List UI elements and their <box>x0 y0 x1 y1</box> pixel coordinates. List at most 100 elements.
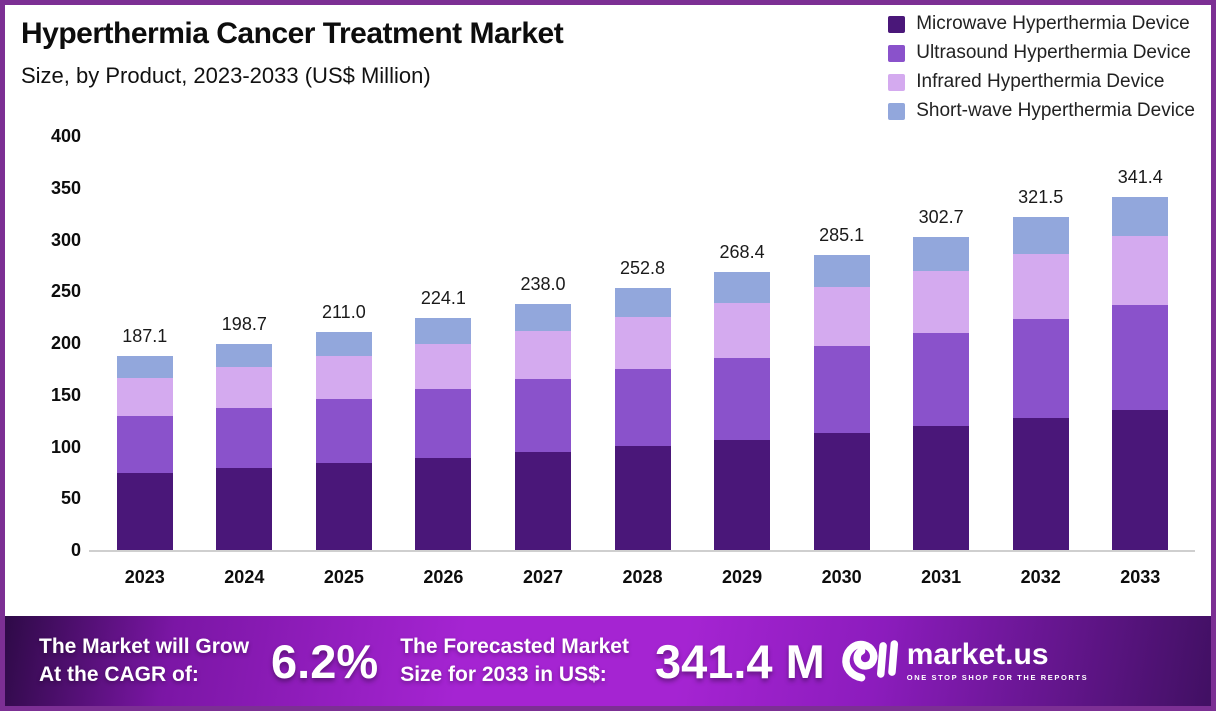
x-axis-label-2031: 2031 <box>921 567 962 587</box>
bar-total-label-2032: 321.5 <box>1018 187 1064 208</box>
bar-segment-2031-infrared <box>913 271 970 333</box>
bar-total-label-2028: 252.8 <box>619 258 666 279</box>
logo-name: market.us <box>906 638 1049 671</box>
bar-segment-2032-infrared <box>1012 253 1069 320</box>
bar-segment-2030-short-wave <box>813 254 870 288</box>
bar-segment-2028-ultrasound <box>614 368 671 447</box>
bar-segment-2026-infrared <box>415 343 472 390</box>
bar-total-label-2023: 187.1 <box>122 326 168 347</box>
bar-segment-2027-ultrasound <box>514 379 571 453</box>
bar-segment-2028-infrared <box>614 317 671 369</box>
x-axis-label-2030: 2030 <box>821 567 862 587</box>
stacked-bar-2027 <box>514 303 571 550</box>
legend-swatch-icon <box>888 73 906 91</box>
bar-total-label-2024: 198.7 <box>221 314 267 335</box>
legend-swatch-icon <box>888 102 906 120</box>
bar-segment-2023-microwave <box>116 473 173 550</box>
bar-segment-2030-ultrasound <box>813 345 870 433</box>
bar-segment-2025-infrared <box>315 355 372 399</box>
marketus-swirl-icon <box>841 633 899 690</box>
x-axis-label-2033: 2033 <box>1120 567 1161 587</box>
bar-segment-2027-short-wave <box>514 303 571 331</box>
logo-text: market.us ONE STOP SHOP FOR THE REPORTS <box>906 638 1089 683</box>
stacked-bar-2028 <box>614 288 671 550</box>
bar-segment-2031-ultrasound <box>913 332 970 426</box>
x-axis-label-2025: 2025 <box>323 567 364 587</box>
bar-segment-2029-microwave <box>714 439 771 550</box>
bar-group-2032: 321.5 <box>991 136 1091 550</box>
stacked-bar-2030 <box>813 254 870 550</box>
bar-group-2028: 252.8 <box>593 136 693 550</box>
logo-tagline: ONE STOP SHOP FOR THE REPORTS <box>906 673 1089 682</box>
bar-segment-2025-short-wave <box>315 331 372 356</box>
bar-segment-2028-microwave <box>614 446 671 550</box>
bar-segment-2031-short-wave <box>913 236 970 272</box>
bar-segment-2032-ultrasound <box>1012 319 1069 418</box>
x-axis-label-2028: 2028 <box>622 567 663 587</box>
stacked-bar-2023 <box>116 356 173 550</box>
bar-segment-2026-microwave <box>415 457 472 550</box>
bar-group-2030: 285.1 <box>792 136 892 550</box>
forecast-value: 341.4 M <box>654 634 825 688</box>
bar-segment-2027-infrared <box>514 330 571 380</box>
bar-total-label-2030: 285.1 <box>819 224 865 245</box>
bar-segment-2033-infrared <box>1112 235 1169 306</box>
bar-total-label-2029: 268.4 <box>719 242 765 263</box>
legend-label: Short-wave Hyperthermia Device <box>916 100 1195 121</box>
bar-segment-2024-microwave <box>216 468 273 550</box>
bar-segment-2026-short-wave <box>415 318 472 344</box>
bar-segment-2030-microwave <box>813 432 870 550</box>
x-axis-baseline <box>89 550 1195 552</box>
cagr-value: 6.2% <box>271 634 379 688</box>
bar-segment-2025-microwave <box>315 463 372 550</box>
y-tick-label-200: 200 <box>50 333 81 353</box>
bar-group-2029: 268.4 <box>692 136 792 550</box>
bar-group-2024: 198.7 <box>195 136 295 550</box>
bar-segment-2024-short-wave <box>216 344 273 368</box>
bar-segment-2029-ultrasound <box>714 357 771 440</box>
legend: Microwave Hyperthermia Device Ultrasound … <box>888 13 1195 122</box>
legend-label: Infrared Hyperthermia Device <box>916 71 1165 92</box>
bar-segment-2026-ultrasound <box>415 389 472 458</box>
legend-item-1: Ultrasound Hyperthermia Device <box>888 42 1195 64</box>
cagr-label: The Market will Grow At the CAGR of: <box>39 633 249 690</box>
x-axis: 2023 2024 2025 2026 2027 2028 2029 2030 2031 2032… <box>95 567 1190 588</box>
bar-segment-2032-short-wave <box>1012 217 1069 254</box>
x-axis-label-2026: 2026 <box>423 567 464 587</box>
cagr-label-line2: At the CAGR of: <box>39 663 199 686</box>
legend-label: Microwave Hyperthermia Device <box>916 13 1190 34</box>
bar-total-label-2027: 238.0 <box>520 273 566 294</box>
bar-segment-2032-microwave <box>1012 417 1069 550</box>
page-subtitle: Size, by Product, 2023-2033 (US$ Million… <box>21 63 431 88</box>
stacked-bar-2031 <box>913 236 970 550</box>
bar-total-label-2025: 211.0 <box>322 301 366 322</box>
y-tick-label-300: 300 <box>50 229 81 250</box>
forecast-label: The Forecasted Market Size for 2033 in U… <box>400 633 629 690</box>
x-axis-label-2029: 2029 <box>722 567 763 587</box>
y-tick-label-0: 0 <box>70 540 81 560</box>
bar-total-label-2026: 224.1 <box>420 288 466 309</box>
y-tick-label-50: 50 <box>60 488 81 509</box>
bar-segment-2033-microwave <box>1112 409 1169 550</box>
bar-total-label-2033: 341.4 <box>1117 166 1163 187</box>
stacked-bar-2026 <box>415 318 472 550</box>
cagr-label-line1: The Market will Grow <box>39 634 250 658</box>
bar-segment-2025-ultrasound <box>315 398 372 464</box>
forecast-label-line1: The Forecasted Market <box>400 634 629 658</box>
y-tick-label-350: 350 <box>50 177 81 198</box>
bar-group-2033: 341.4 <box>1090 136 1190 550</box>
bar-segment-2029-infrared <box>714 302 771 358</box>
page-title: Hyperthermia Cancer Treatment Market <box>21 17 564 50</box>
bar-segment-2030-infrared <box>813 287 870 346</box>
stacked-bar-2024 <box>216 344 273 550</box>
bar-group-2025: 211.0 <box>294 136 394 550</box>
bar-group-2031: 302.7 <box>891 136 991 550</box>
plot-area: 187.1 198.7 211.0 224.1 238.0 252.8 268.4 285.1… <box>95 136 1190 550</box>
x-axis-label-2023: 2023 <box>124 567 165 587</box>
bar-segment-2027-microwave <box>514 452 571 550</box>
legend-item-2: Infrared Hyperthermia Device <box>888 71 1195 93</box>
stacked-bar-2025 <box>315 331 372 550</box>
marketus-logo: market.us ONE STOP SHOP FOR THE REPORTS <box>841 633 1088 690</box>
bar-group-2023: 187.1 <box>95 136 195 550</box>
